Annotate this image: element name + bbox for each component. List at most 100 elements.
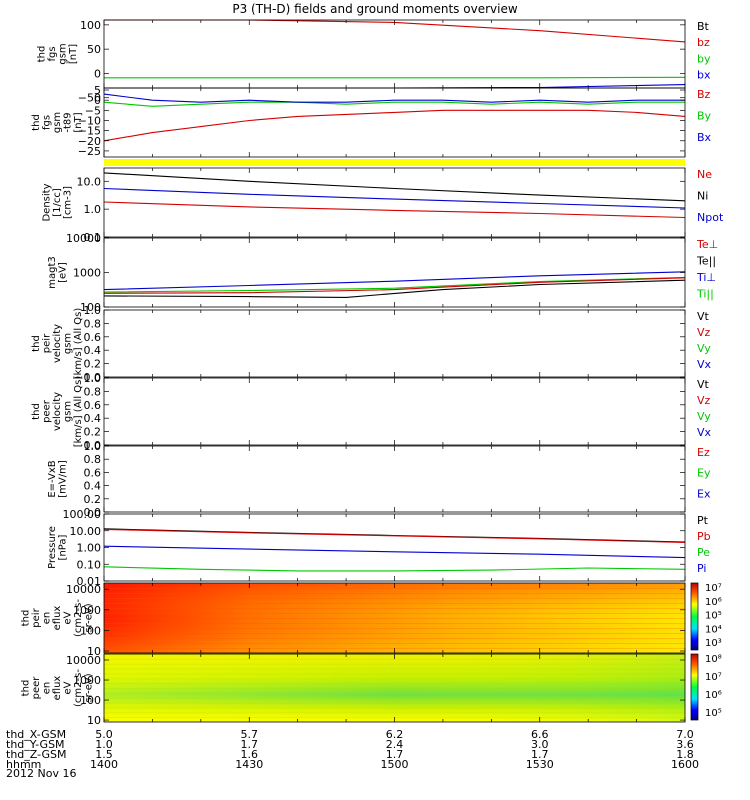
y-axis-label: gsm [57, 43, 68, 64]
panel-frame [103, 87, 686, 158]
x-row-value: 6.2 [386, 728, 404, 741]
y-tick-label: 0.4 [84, 412, 102, 425]
series-by [103, 101, 685, 107]
y-axis-label: eflux [52, 606, 63, 631]
legend-te||: Te|| [696, 254, 716, 267]
y-tick-label: 5 [94, 84, 101, 97]
legend-vz: Vz [697, 394, 711, 407]
y-axis-label: [mV/m] [57, 460, 68, 498]
series-ti|| [103, 276, 686, 293]
y-tick-label: 0.1 [84, 231, 102, 244]
spectrogram-stripe [104, 712, 685, 714]
legend-ez: Ez [697, 446, 710, 459]
spectrogram-stripe [104, 633, 685, 634]
y-tick-label: 10000 [66, 583, 101, 596]
y-axis-label: magt3 [47, 256, 58, 289]
y-tick-label: 0 [94, 67, 101, 80]
x-row-value: 1530 [526, 758, 554, 771]
y-tick-label: 1.0 [84, 304, 102, 317]
y-tick-label: −5 [85, 104, 101, 117]
x-axis-row: thd_Y-GSM 1.0 1.7 2.4 3.0 3.6 [6, 738, 694, 751]
y-axis-label: gsm [63, 333, 74, 354]
x-axis-row: hhmm 1400 1430 1500 1530 1600 [6, 758, 699, 771]
legend-vy: Vy [697, 342, 711, 355]
x-row-value: 1.6 [241, 748, 259, 761]
spectrogram-stripe [104, 658, 685, 660]
legend-vy: Vy [697, 410, 711, 423]
x-row-name: thd_X-GSM [6, 728, 66, 741]
y-axis-label: eV [63, 681, 74, 694]
x-row-value: 1400 [90, 758, 118, 771]
y-tick-label: 1.0 [84, 203, 102, 216]
series-pi [103, 545, 686, 559]
spectrogram-stripe [104, 663, 685, 665]
x-row-value: 2.4 [386, 738, 404, 751]
y-axis-label: thd [31, 335, 42, 352]
y-axis-label: E=-VxB [47, 460, 58, 497]
x-row-value: 1.7 [386, 748, 404, 761]
panel-2: 50−5−10−15−20−25 thd fgs gsm -t89 [nT] Bz By Bx [31, 84, 712, 166]
y-tick-label: 1000 [73, 267, 101, 280]
spectrogram-stripe [104, 668, 685, 670]
series-te⊥ [103, 277, 686, 294]
y-tick-label: 0.2 [84, 426, 102, 439]
x-axis-row: thd_X-GSM 5.0 5.7 6.2 6.6 7.0 [6, 728, 694, 741]
legend-npot: Npot [697, 211, 724, 224]
y-axis-label: [cm-3] [63, 186, 74, 219]
panel-10: 10⁸ 10⁷ 10⁶ 10⁵ 10000 1000 100 10 thd peer en eflux… [21, 653, 722, 727]
panel-frame [103, 309, 686, 378]
y-tick-label: 0.0 [84, 439, 102, 452]
y-tick-label: 0.2 [84, 358, 102, 371]
y-axis-label: (cm2-s- [73, 599, 84, 637]
y-tick-label: 10.00 [70, 525, 102, 538]
x-row-name: hhmm [6, 758, 41, 771]
series-npot [103, 187, 686, 209]
spectrogram-stripe [104, 692, 685, 694]
y-tick-label: 10 [87, 645, 101, 658]
legend-vt: Vt [697, 310, 710, 323]
colorbar-label: 10⁶ [705, 597, 722, 608]
y-tick-label: −10 [78, 114, 101, 127]
spectrogram-stripe [104, 707, 685, 709]
y-tick-label: 0.6 [84, 466, 102, 479]
y-tick-label: −50 [78, 92, 101, 105]
legend-vx: Vx [697, 358, 712, 371]
x-axis-row: thd_Z-GSM 1.5 1.6 1.7 1.7 1.8 [6, 748, 694, 761]
y-axis-label: gsm [63, 401, 74, 422]
x-row-name: thd_Y-GSM [6, 738, 65, 751]
y-axis-label: [eV] [57, 262, 68, 283]
y-tick-label: 50 [87, 43, 101, 56]
spectrogram-stripe [104, 643, 685, 644]
x-row-value: 1430 [235, 758, 263, 771]
y-tick-label: 10.0 [77, 175, 102, 188]
y-axis-label: thd [36, 46, 47, 63]
colorbar-label: 10⁵ [705, 611, 722, 622]
x-row-value: 1500 [381, 758, 409, 771]
series-ni [103, 172, 686, 202]
spectrogram-stripe [104, 588, 685, 589]
y-axis-label: peer [42, 399, 53, 423]
y-axis-label: peer [31, 676, 42, 700]
y-axis-label: Pressure [47, 526, 58, 569]
y-axis-label: sr-eV) [84, 603, 95, 632]
spectrogram-stripe [104, 638, 685, 639]
y-tick-label: 0.8 [84, 317, 102, 330]
colorbar-label: 10³ [705, 638, 722, 649]
legend-ey: Ey [697, 467, 711, 480]
y-tick-label: 0.10 [77, 558, 102, 571]
y-tick-label: 0.8 [84, 385, 102, 398]
legend-ne: Ne [697, 168, 712, 181]
series-pe [103, 566, 686, 572]
y-tick-label: 0.4 [84, 480, 102, 493]
spectrogram-stripe [104, 593, 685, 594]
series-bx [103, 93, 685, 103]
x-row-value: 1.7 [241, 738, 259, 751]
legend-bt: Bt [697, 20, 710, 33]
y-tick-label: 0.0 [84, 506, 102, 519]
x-row-value: 5.7 [241, 728, 259, 741]
y-axis-label: [1/cc] [52, 188, 63, 217]
panel-frame [103, 445, 686, 513]
